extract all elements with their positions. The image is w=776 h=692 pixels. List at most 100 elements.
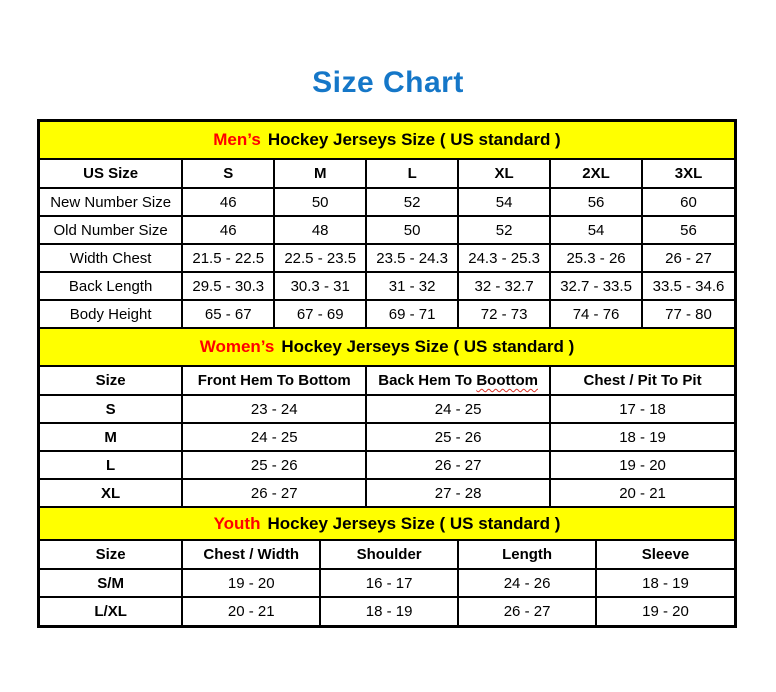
table-cell: 18 - 19	[549, 422, 734, 452]
womens-section-highlight: Women’s	[199, 337, 275, 356]
mens-section-highlight: Men’s	[213, 130, 261, 149]
row-label: S/M	[40, 568, 184, 598]
table-cell: 19 - 20	[549, 450, 734, 480]
table-cell: 17 - 18	[549, 394, 734, 424]
youth-section-header: Youth Hockey Jerseys Size ( US standard )	[40, 508, 734, 541]
page-title: Size Chart	[312, 66, 464, 99]
table-cell: 24 - 25	[365, 394, 552, 424]
table-cell: 22.5 - 23.5	[273, 243, 368, 273]
womens-section-header: Women’s Hockey Jerseys Size ( US standard…	[40, 329, 734, 367]
table-cell: 72 - 73	[457, 299, 552, 329]
table-cell: 30.3 - 31	[273, 271, 368, 301]
table-cell: 25 - 26	[181, 450, 368, 480]
table-cell: 54	[457, 187, 552, 217]
womens-section-title-rest: Hockey Jerseys Size ( US standard )	[281, 337, 575, 356]
table-cell: 74 - 76	[549, 299, 644, 329]
table-cell: 52	[457, 215, 552, 245]
mens-section-header: Men’s Hockey Jerseys Size ( US standard )	[40, 122, 734, 160]
table-cell: 25 - 26	[365, 422, 552, 452]
table-cell: 52	[365, 187, 460, 217]
table-cell: 54	[549, 215, 644, 245]
row-label: S	[40, 394, 184, 424]
table-cell: 69 - 71	[365, 299, 460, 329]
table-cell: 20 - 21	[549, 478, 734, 508]
column-header: US Size	[40, 160, 184, 189]
table-cell: 56	[549, 187, 644, 217]
column-header: Front Hem To Bottom	[181, 367, 368, 396]
column-header: Length	[457, 541, 598, 570]
table-row: M 24 - 25 25 - 26 18 - 19	[40, 422, 734, 452]
column-header: Sleeve	[595, 541, 734, 570]
table-cell: 60	[641, 187, 734, 217]
row-label: Back Length	[40, 271, 184, 301]
column-header-text: Back Hem To	[378, 372, 477, 389]
table-cell: 18 - 19	[595, 568, 734, 598]
table-row: Back Length 29.5 - 30.3 30.3 - 31 31 - 3…	[40, 271, 734, 301]
table-row: S/M 19 - 20 16 - 17 24 - 26 18 - 19	[40, 568, 734, 598]
table-row: L/XL 20 - 21 18 - 19 26 - 27 19 - 20	[40, 596, 734, 625]
table-cell: 26 - 27	[641, 243, 734, 273]
table-cell: 56	[641, 215, 734, 245]
column-header: 3XL	[641, 160, 734, 189]
table-row: Body Height 65 - 67 67 - 69 69 - 71 72 -…	[40, 299, 734, 329]
column-header: XL	[457, 160, 552, 189]
table-cell: 32.7 - 33.5	[549, 271, 644, 301]
table-row: L 25 - 26 26 - 27 19 - 20	[40, 450, 734, 480]
table-cell: 20 - 21	[181, 596, 322, 625]
table-cell: 46	[181, 187, 276, 217]
row-label: Body Height	[40, 299, 184, 329]
table-header-row: Size Front Hem To Bottom Back Hem To Boo…	[40, 367, 734, 396]
table-cell: 29.5 - 30.3	[181, 271, 276, 301]
table-cell: 26 - 27	[181, 478, 368, 508]
table-cell: 24 - 26	[457, 568, 598, 598]
column-header: M	[273, 160, 368, 189]
table-row: New Number Size 46 50 52 54 56 60	[40, 187, 734, 217]
column-header: 2XL	[549, 160, 644, 189]
table-cell: 65 - 67	[181, 299, 276, 329]
womens-size-table: Size Front Hem To Bottom Back Hem To Boo…	[40, 367, 734, 508]
row-label: Width Chest	[40, 243, 184, 273]
table-cell: 33.5 - 34.6	[641, 271, 734, 301]
table-row: S 23 - 24 24 - 25 17 - 18	[40, 394, 734, 424]
row-label: Old Number Size	[40, 215, 184, 245]
table-cell: 31 - 32	[365, 271, 460, 301]
row-label: New Number Size	[40, 187, 184, 217]
table-cell: 24.3 - 25.3	[457, 243, 552, 273]
row-label: M	[40, 422, 184, 452]
mens-section-title-rest: Hockey Jerseys Size ( US standard )	[267, 130, 561, 149]
table-cell: 50	[273, 187, 368, 217]
table-cell: 27 - 28	[365, 478, 552, 508]
youth-size-table: Size Chest / Width Shoulder Length Sleev…	[40, 541, 734, 625]
table-header-row: US Size S M L XL 2XL 3XL	[40, 160, 734, 189]
table-cell: 19 - 20	[181, 568, 322, 598]
youth-section-highlight: Youth	[213, 513, 261, 533]
table-cell: 26 - 27	[365, 450, 552, 480]
column-header: Chest / Width	[181, 541, 322, 570]
column-header: L	[365, 160, 460, 189]
row-label: L	[40, 450, 184, 480]
table-row: Width Chest 21.5 - 22.5 22.5 - 23.5 23.5…	[40, 243, 734, 273]
table-row: XL 26 - 27 27 - 28 20 - 21	[40, 478, 734, 508]
table-cell: 24 - 25	[181, 422, 368, 452]
column-header: Back Hem To Boottom	[365, 367, 552, 396]
column-header: Chest / Pit To Pit	[549, 367, 734, 396]
table-cell: 21.5 - 22.5	[181, 243, 276, 273]
table-cell: 18 - 19	[319, 596, 460, 625]
table-cell: 50	[365, 215, 460, 245]
column-header: Size	[40, 541, 184, 570]
table-cell: 48	[273, 215, 368, 245]
table-cell: 19 - 20	[595, 596, 734, 625]
table-cell: 26 - 27	[457, 596, 598, 625]
row-label: XL	[40, 478, 184, 508]
misspelled-word: Boottom	[476, 372, 538, 389]
table-cell: 16 - 17	[319, 568, 460, 598]
table-cell: 77 - 80	[641, 299, 734, 329]
table-header-row: Size Chest / Width Shoulder Length Sleev…	[40, 541, 734, 570]
mens-size-table: US Size S M L XL 2XL 3XL New Number Size…	[40, 160, 734, 329]
column-header: Size	[40, 367, 184, 396]
table-cell: 23 - 24	[181, 394, 368, 424]
column-header: Shoulder	[319, 541, 460, 570]
column-header: S	[181, 160, 276, 189]
size-chart-table: Men’s Hockey Jerseys Size ( US standard )…	[37, 119, 737, 628]
table-row: Old Number Size 46 48 50 52 54 56	[40, 215, 734, 245]
